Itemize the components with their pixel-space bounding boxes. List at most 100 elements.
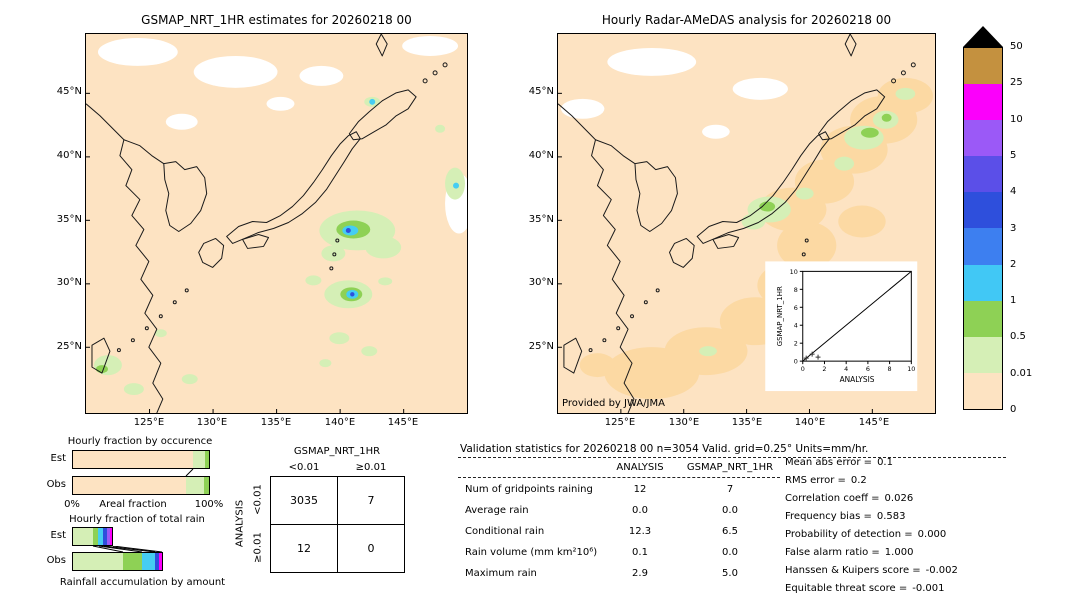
precipitation-overlay [699,87,916,357]
scatter-inset: 0 2 4 6 8 10 0 2 4 6 8 10 ANALYSIS GSMAP… [765,261,918,392]
lat-tick-label: 45°N [528,86,554,97]
colorbar-tick-label: 4 [1010,186,1017,197]
metric-value: 0.2 [850,475,867,486]
bar-segment [185,477,204,494]
metric-label: Correlation coeff = [785,493,880,504]
colorbar-tick-label: 0 [1010,404,1017,415]
metric-value: 0.026 [884,493,914,504]
inset-ytick-label: 2 [794,340,798,348]
lon-tick-label: 140°E [794,417,826,428]
rainfall-accumulation-caption: Rainfall accumulation by amount [59,577,226,588]
obs-row-label: Obs [46,555,66,566]
bar-segment [142,553,155,570]
lat-tick-label: 30°N [56,277,82,288]
stats-value: 0.1 [632,547,648,558]
colorbar-tick-label: 0.01 [1010,368,1033,379]
colorbar-tick-label: 3 [1010,223,1017,234]
inset-xtick-label: 4 [844,365,848,373]
stats-row-label: Average rain [465,505,529,516]
colorbar-overflow-arrow [963,26,1003,47]
occurrence-obs-bar [72,476,210,495]
colorbar-tick-label: 2 [1010,259,1017,270]
stats-value: 12.3 [628,526,652,537]
lon-tick-label: 130°E [196,417,228,428]
totalrain-connectors [92,546,163,552]
colorbar-segment [964,120,1002,157]
bar-segment [204,451,209,468]
right-map: 0 2 4 6 8 10 0 2 4 6 8 10 ANALYSIS GSMAP… [557,33,936,414]
bar-segment [73,528,93,545]
areal-fraction-label: Areal fraction [99,499,167,510]
coastlines [86,34,448,413]
scatter-points [803,351,821,361]
lon-tick-label: 135°E [731,417,763,428]
colorbar-tick-label: 1 [1010,295,1017,306]
map-credit: Provided by JWA/JMA [562,398,665,409]
lon-tick-label: 125°E [604,417,636,428]
contingency-row-header: ≥0.01 [252,532,264,563]
inset-xtick-label: 8 [888,365,892,373]
lat-tick-label: 25°N [56,341,82,352]
stats-value: 0.0 [632,505,648,516]
inset-ytick-label: 4 [794,322,798,330]
one-to-one-line [802,270,912,362]
metric-value: -0.002 [925,565,958,576]
left-map-canvas [86,34,467,413]
lat-tick-label: 35°N [56,214,82,225]
contingency-cell: 12 [271,525,338,573]
lon-tick-label: 125°E [133,417,165,428]
colorbar-tick-label: 25 [1010,77,1023,88]
obs-row-label: Obs [46,479,66,490]
stats-value: 6.5 [722,526,738,537]
lat-tick-label: 25°N [528,341,554,352]
bar-segment [192,451,205,468]
bar-segment [203,477,209,494]
metric-value: 1.000 [884,547,914,558]
metric-label: RMS error = [785,475,846,486]
colorbar [963,47,1003,410]
left-map-title: GSMAP_NRT_1HR estimates for 20260218 00 [141,13,412,27]
stats-value: 0.0 [722,547,738,558]
right-map-title: Hourly Radar-AMeDAS analysis for 2026021… [601,13,892,27]
stats-value: 12 [633,484,647,495]
totalrain-est-bar-track [72,527,210,546]
occurrence-chart-title: Hourly fraction by occurence [67,436,213,447]
lon-tick-label: 145°E [387,417,419,428]
bar-segment [92,528,99,545]
lon-tick-label: 135°E [260,417,292,428]
stats-row-label: Conditional rain [465,526,545,537]
stats-title: Validation statistics for 20260218 00 n=… [460,443,869,455]
lon-tick-label: 130°E [668,417,700,428]
contingency-col-group: GSMAP_NRT_1HR [293,446,381,457]
occurrence-est-bar [72,450,210,469]
metric-label: Frequency bias = [785,511,872,522]
metric-line: Hanssen & Kuipers score = -0.002 [785,565,958,576]
colorbar-segment [964,264,1002,301]
colorbar-tick-label: 5 [1010,150,1017,161]
bar-segment [158,553,163,570]
bar-segment [106,528,110,545]
stats-row-label: Num of gridpoints raining [465,484,593,495]
bar-segment [73,477,186,494]
inset-xtick-label: 6 [866,365,870,373]
totalrain-obs-bar-track [72,552,210,571]
metric-line: Frequency bias = 0.583 [785,511,906,522]
stats-col-header-analysis: ANALYSIS [616,462,664,473]
metric-value: 0.583 [876,511,906,522]
totalrain-est-bar [72,527,114,546]
contingency-col-header: ≥0.01 [355,462,387,473]
bar-segment [98,528,103,545]
colorbar-segment [964,84,1002,121]
stats-value: 7 [726,484,734,495]
lat-tick-label: 35°N [528,214,554,225]
inset-xtick-label: 2 [822,365,826,373]
totalrain-obs-bar [72,552,164,571]
metric-line: Mean abs error = 0.1 [785,457,893,468]
inset-ytick-label: 0 [794,358,798,366]
metric-label: Probability of detection = [785,529,913,540]
metric-line: Correlation coeff = 0.026 [785,493,913,504]
colorbar-tick-label: 0.5 [1010,331,1026,342]
stats-value: 5.0 [722,568,738,579]
contingency-table: 3035 7 12 0 [270,476,405,573]
